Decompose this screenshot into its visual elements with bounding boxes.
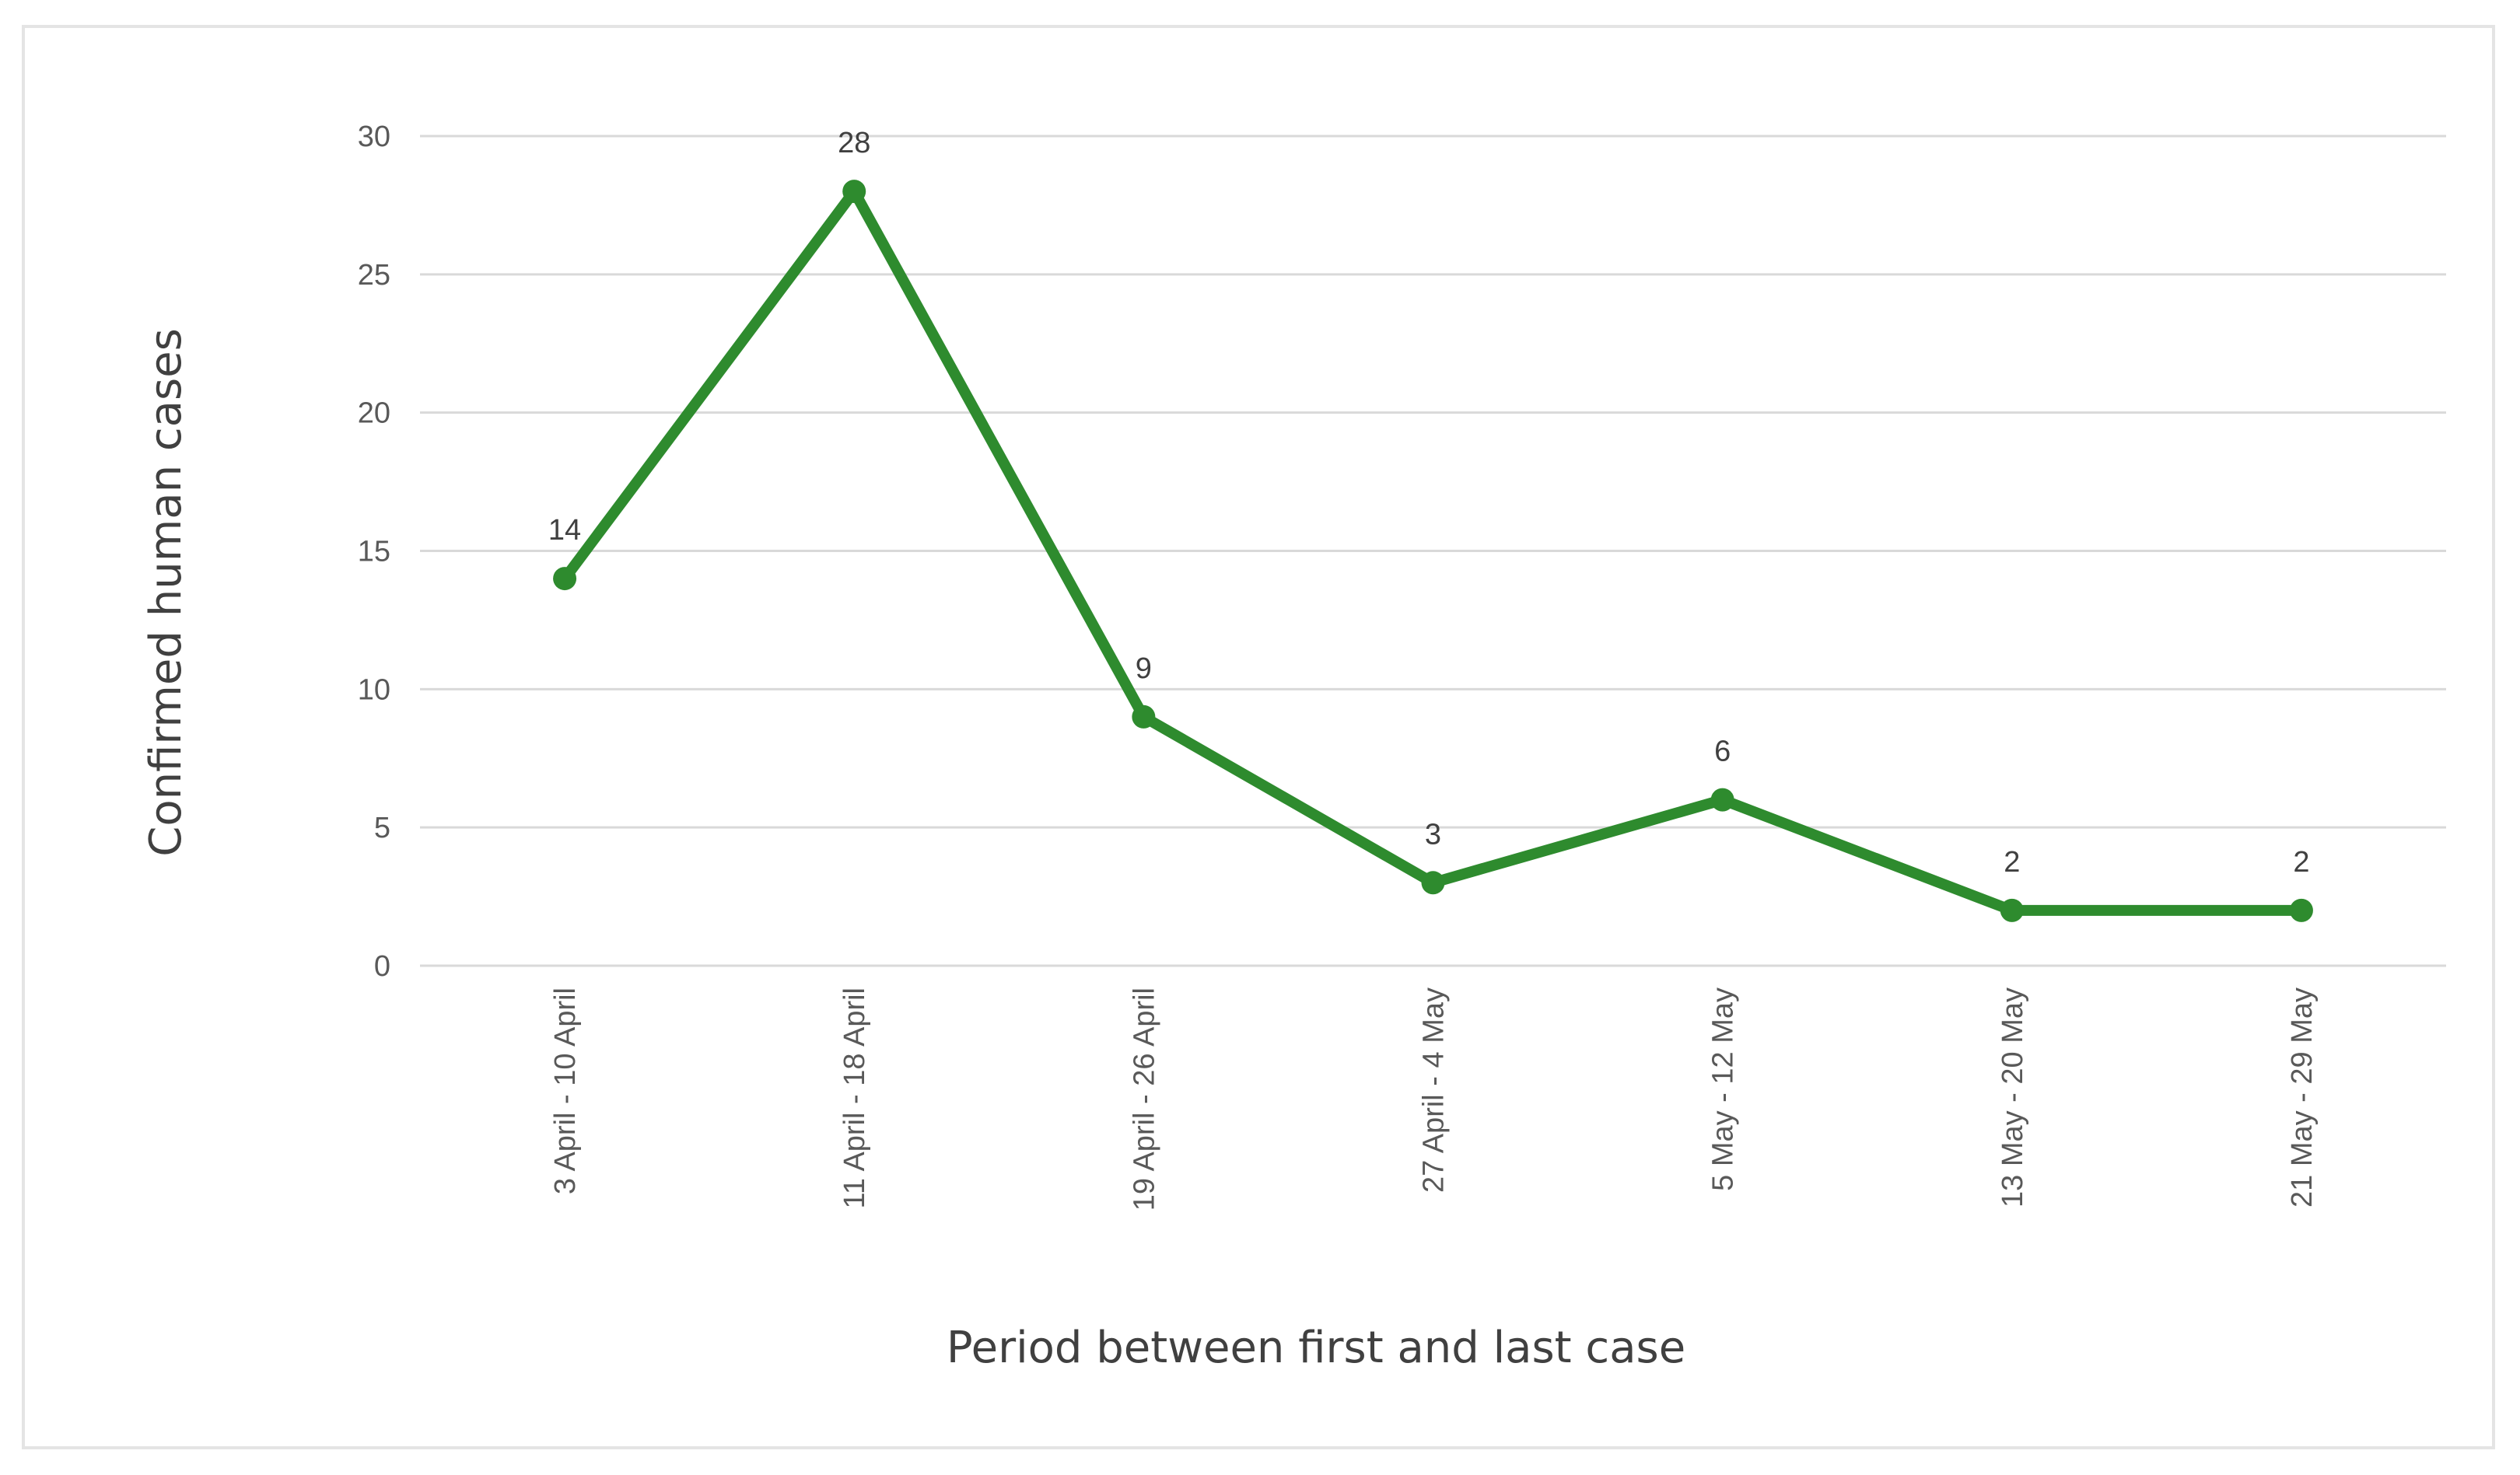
gridlines [420,135,2446,967]
x-tick-label: 21 May - 29 May [2286,987,2319,1208]
data-point [553,567,577,591]
x-axis-ticks: 3 April - 10 April 11 April - 18 April 19 … [549,987,2319,1211]
data-point [1421,871,1445,895]
x-tick-label: 3 April - 10 April [549,987,582,1194]
data-point [842,180,866,204]
y-tick-label: 25 [358,259,390,292]
y-tick-label: 5 [374,812,390,844]
data-point [1710,788,1734,812]
data-label: 14 [548,514,581,547]
x-tick-label: 27 April - 4 May [1418,987,1451,1193]
data-label: 28 [838,127,870,159]
data-label: 9 [1136,652,1152,685]
y-axis-ticks: 0 5 10 15 20 25 30 [358,121,390,983]
data-point [1132,704,1156,729]
data-label: 2 [2004,846,2020,879]
x-tick-label: 5 May - 12 May [1707,987,1740,1191]
x-tick-label: 11 April - 18 April [838,987,871,1208]
data-label: 3 [1425,818,1441,851]
x-tick-label: 19 April - 26 April [1128,987,1160,1211]
x-tick-label: 13 May - 20 May [1997,987,2029,1208]
y-tick-label: 30 [358,121,390,153]
y-tick-label: 20 [358,397,390,430]
y-tick-label: 0 [374,950,390,983]
data-point [2000,898,2024,922]
x-axis-title: Period between first and last case [947,1323,1685,1373]
y-tick-label: 15 [358,536,390,568]
data-label: 2 [2293,846,2309,879]
series-group [553,180,2313,922]
data-point [2289,898,2313,922]
chart-frame [22,25,2495,1449]
data-label: 6 [1714,736,1731,768]
y-axis-title: Confirmed human cases [141,328,191,857]
data-labels: 14 28 9 3 6 2 2 [548,127,2310,879]
y-tick-label: 10 [358,673,390,706]
